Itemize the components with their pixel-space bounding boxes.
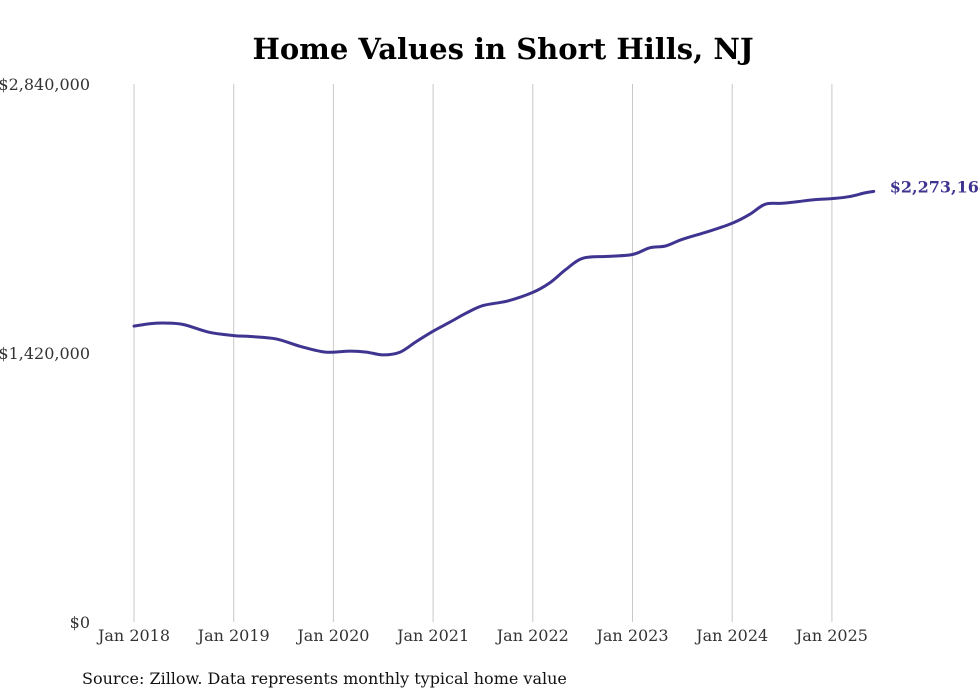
x-tick-label: Jan 2020 xyxy=(295,626,369,645)
x-tick-label: Jan 2019 xyxy=(196,626,270,645)
source-note: Source: Zillow. Data represents monthly … xyxy=(82,669,567,688)
x-tick-label: Jan 2018 xyxy=(96,626,170,645)
x-tick-label: Jan 2022 xyxy=(495,626,569,645)
latest-value-label: $2,273,168 xyxy=(890,177,980,196)
gridlines xyxy=(133,84,833,622)
y-tick-label: $1,420,000 xyxy=(0,344,90,363)
x-tick-label: Jan 2021 xyxy=(395,626,469,645)
home-value-line xyxy=(132,189,876,357)
x-tick-label: Jan 2023 xyxy=(594,626,668,645)
chart-title: Home Values in Short Hills, NJ xyxy=(252,32,753,66)
y-axis: $0 $1,420,000 $2,840,000 xyxy=(0,75,90,632)
y-tick-label: $0 xyxy=(70,613,90,632)
x-tick-label: Jan 2025 xyxy=(794,626,868,645)
x-axis: Jan 2018 Jan 2019 Jan 2020 Jan 2021 Jan 2022… xyxy=(96,626,868,645)
y-tick-label: $2,840,000 xyxy=(0,75,90,94)
x-tick-label: Jan 2024 xyxy=(694,626,768,645)
